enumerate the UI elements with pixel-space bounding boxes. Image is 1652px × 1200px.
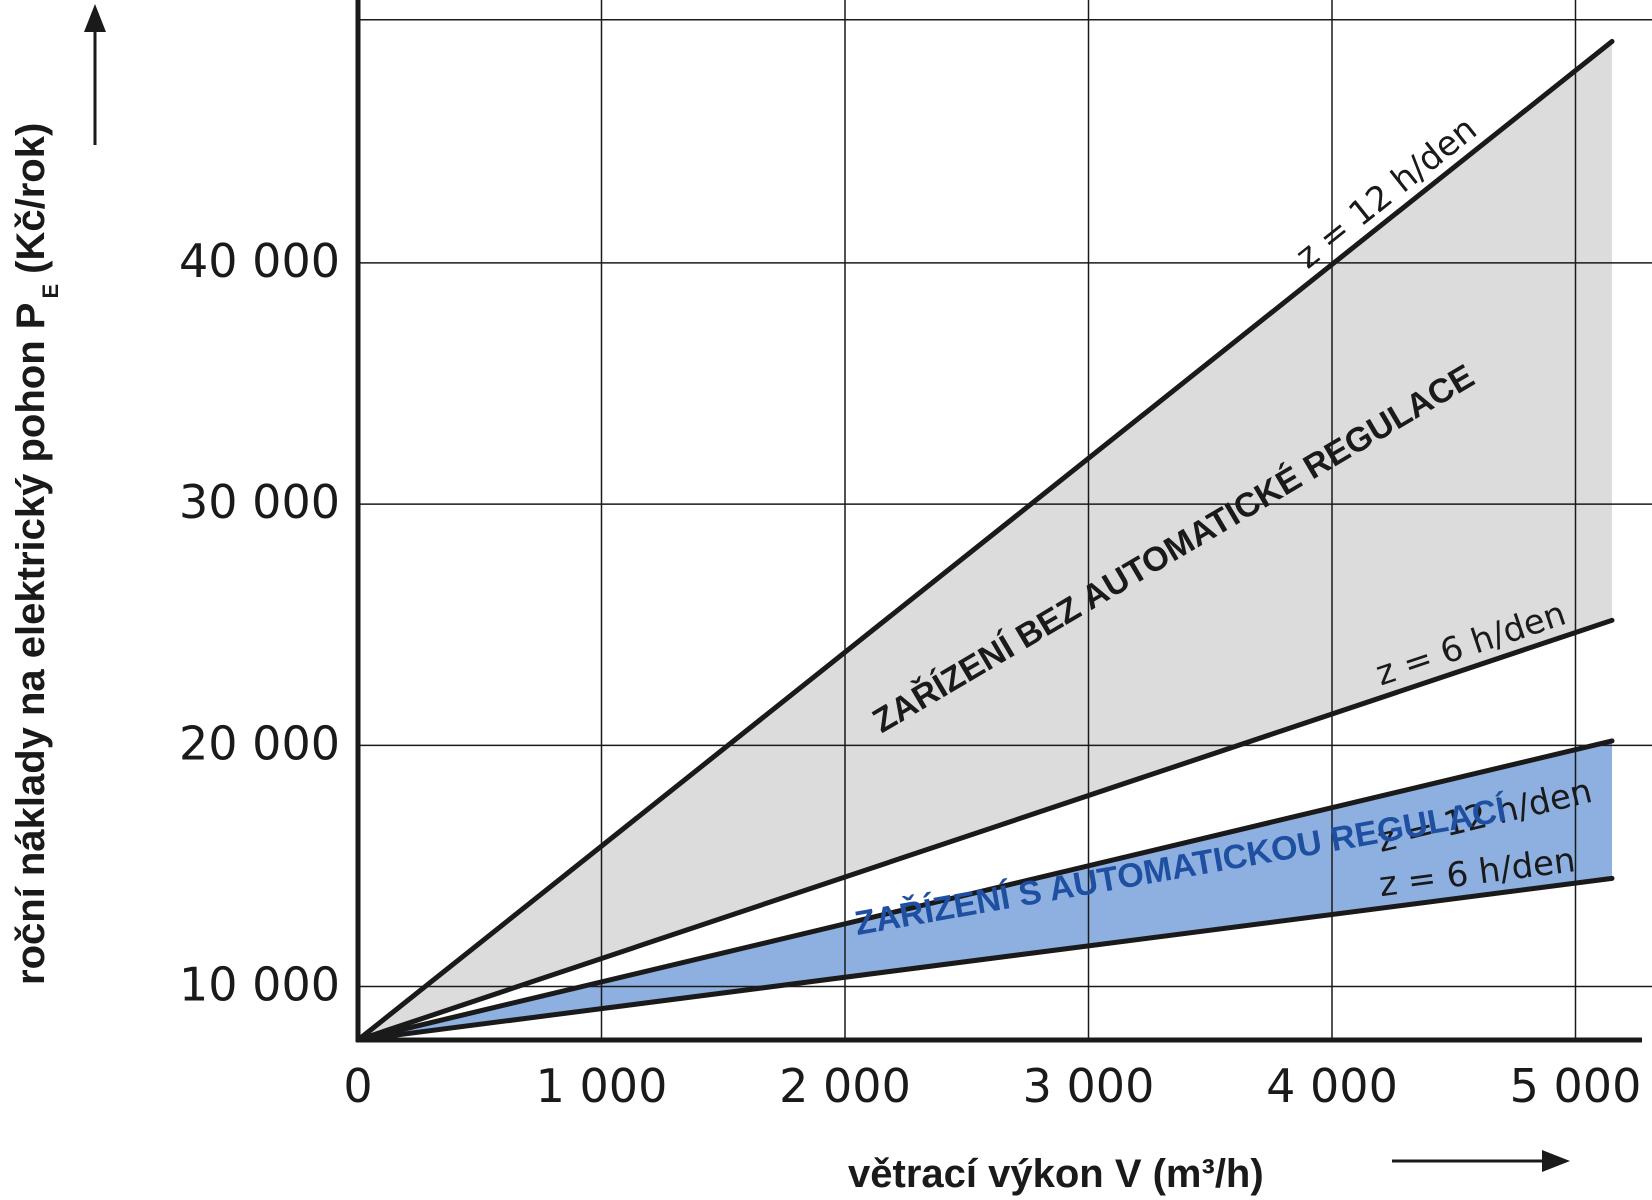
y-axis-title-unit: (Kč/rok) xyxy=(9,123,53,274)
series-line-bez-0 xyxy=(355,38,1615,1043)
y-axis-title: roční náklady na elektrický pohon P E (Kč/… xyxy=(9,123,63,985)
y-tick-label: 30 000 xyxy=(179,475,340,529)
y-tick-label: 20 000 xyxy=(179,716,340,770)
y-axis-arrow xyxy=(84,4,106,145)
axes xyxy=(355,0,1642,1043)
x-axis-title: větrací výkon V (m³/h) xyxy=(848,1152,1264,1196)
y-axis-title-subscript: E xyxy=(38,284,63,299)
y-tick-labels: 10 000 20 000 30 000 40 000 xyxy=(179,234,340,1012)
y-tick-label: 10 000 xyxy=(179,958,340,1012)
y-tick-label: 40 000 xyxy=(179,234,340,288)
x-tick-label: 5 000 xyxy=(1510,1059,1642,1113)
x-axis-arrow xyxy=(1392,1150,1570,1172)
series-line-bez-1 xyxy=(355,617,1615,1043)
grid xyxy=(358,0,1652,1040)
x-tick-label: 2 000 xyxy=(779,1059,911,1113)
series-lines xyxy=(355,38,1615,1043)
x-tick-label: 1 000 xyxy=(536,1059,668,1113)
series-line-s-3 xyxy=(355,875,1615,1043)
x-tick-labels: 0 1 000 2 000 3 000 4 000 5 000 xyxy=(343,1059,1641,1113)
x-tick-label: 4 000 xyxy=(1266,1059,1398,1113)
x-tick-label: 0 xyxy=(343,1059,372,1113)
x-tick-label: 3 000 xyxy=(1023,1059,1155,1113)
y-axis-title-main: roční náklady na elektrický pohon P xyxy=(9,303,53,985)
series-line-s-2 xyxy=(355,738,1615,1043)
